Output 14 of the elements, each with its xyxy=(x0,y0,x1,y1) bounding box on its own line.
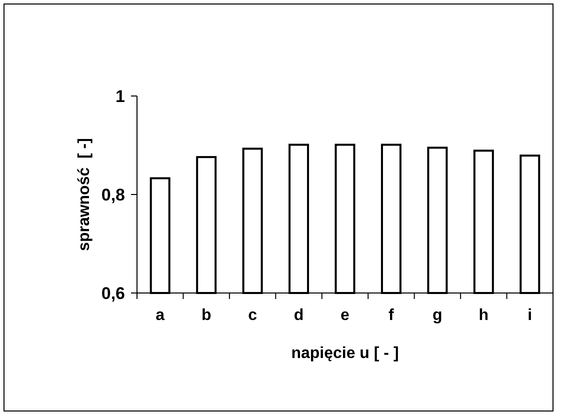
x-tick-label: d xyxy=(294,307,304,324)
x-tick-label: g xyxy=(432,307,442,324)
x-tick-label: c xyxy=(248,307,258,324)
x-tick-label: e xyxy=(340,307,350,324)
x-tick-label: h xyxy=(478,307,489,324)
x-tick-label: i xyxy=(528,307,532,324)
y-tick-label: 0,6 xyxy=(101,284,125,303)
y-axis-title: sprawność [ -] xyxy=(76,138,93,251)
x-tick-label: b xyxy=(201,307,212,324)
y-tick-label: 1 xyxy=(116,86,125,106)
x-axis-title: napięcie u [ - ] xyxy=(291,345,399,362)
x-tick-label: f xyxy=(388,307,395,324)
x-tick-label: a xyxy=(156,307,165,324)
y-tick-label: 0,8 xyxy=(101,185,125,204)
